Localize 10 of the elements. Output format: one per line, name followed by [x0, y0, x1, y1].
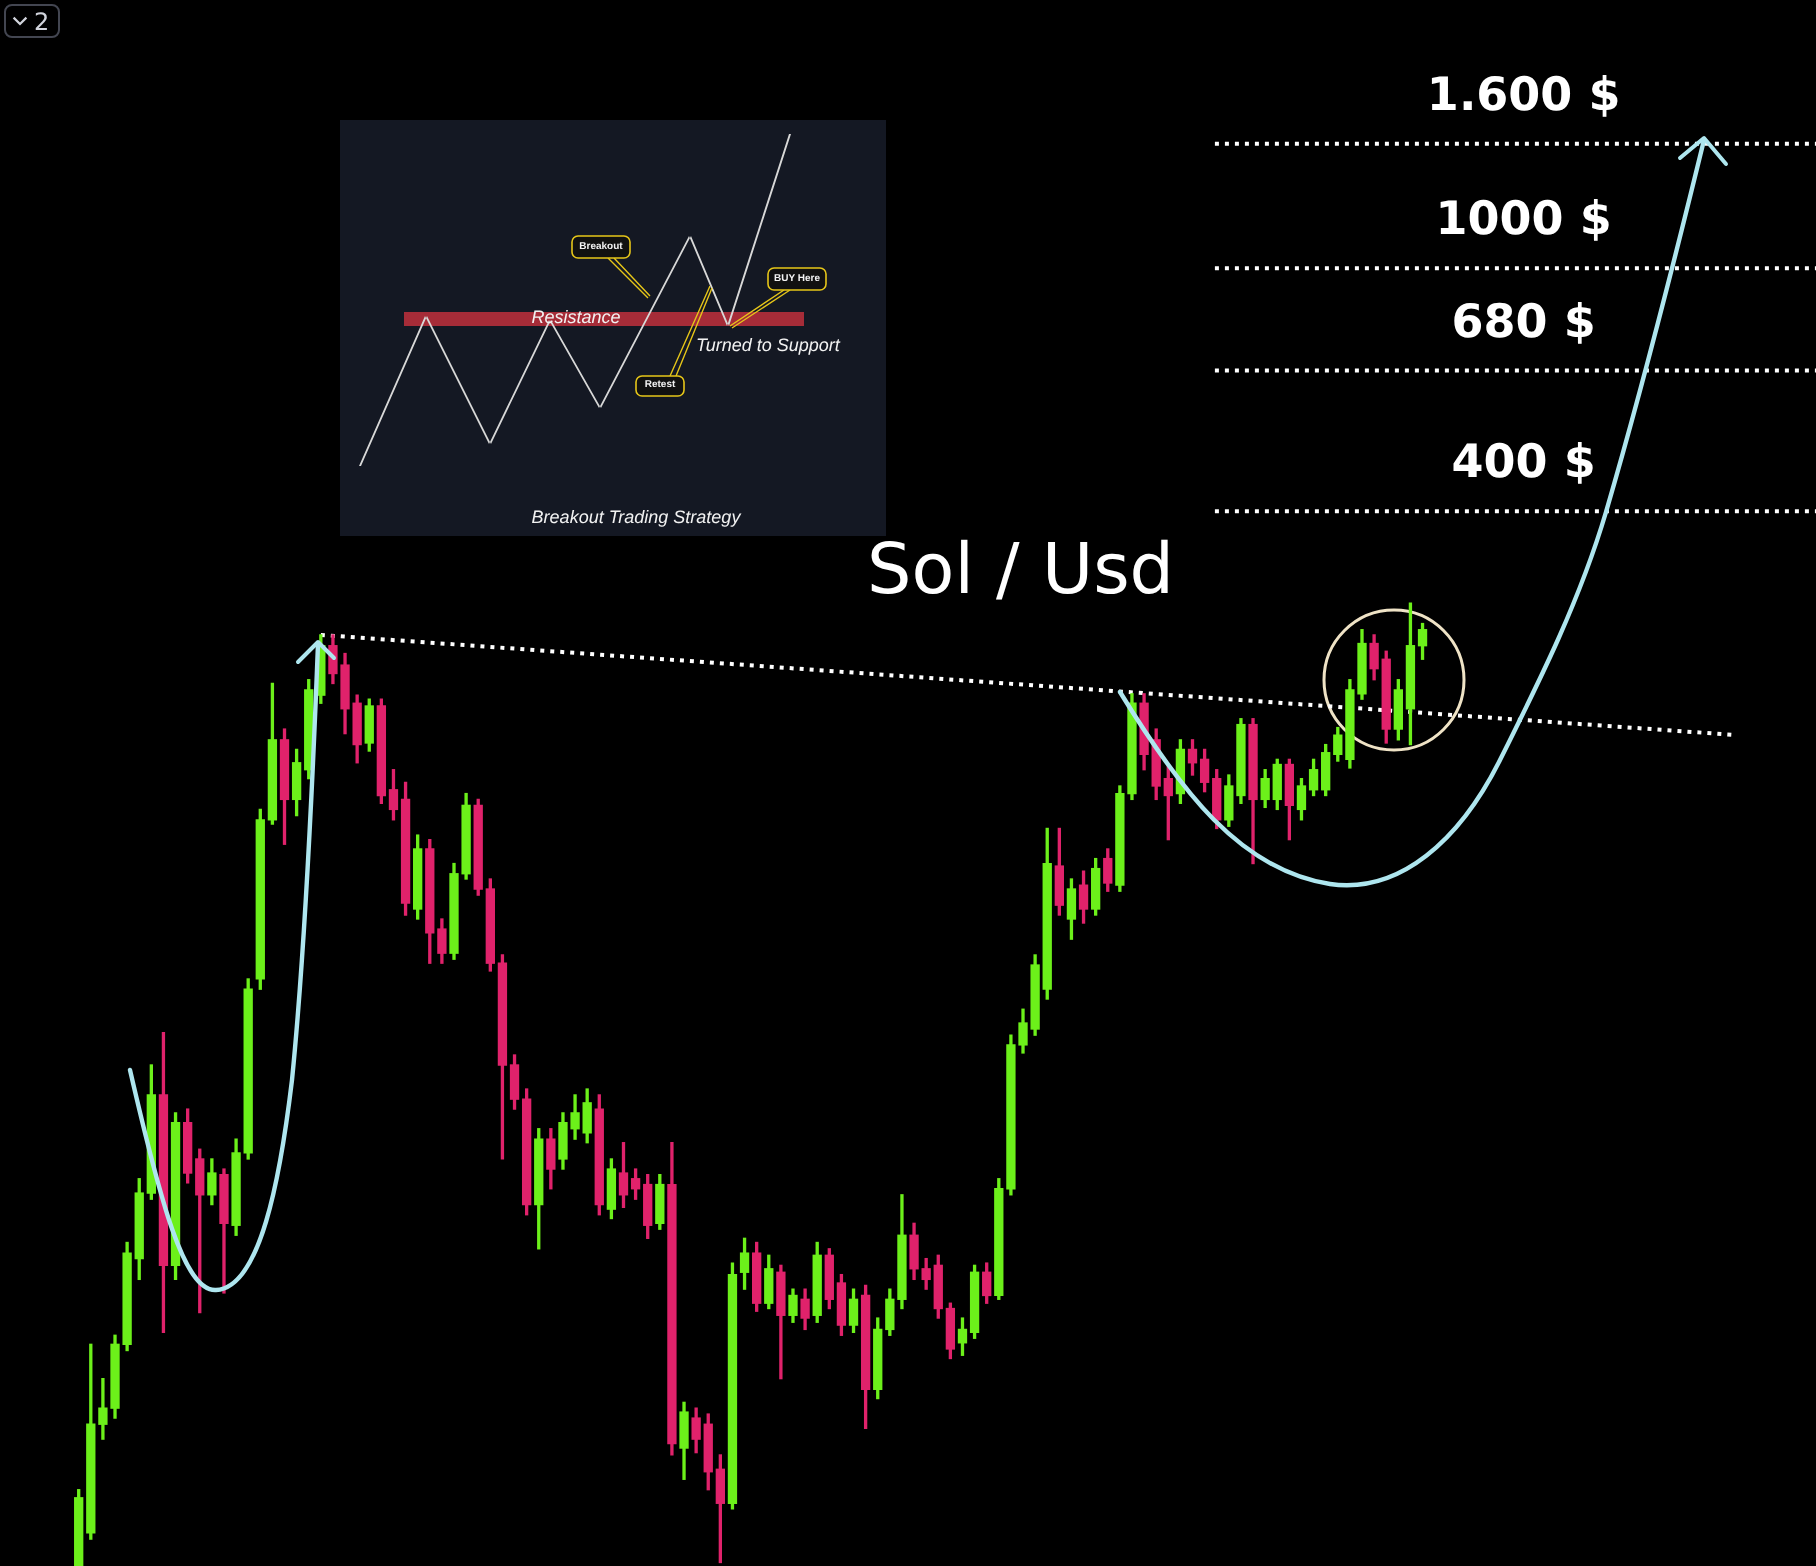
ref-line-label: 1.600 $ — [1426, 69, 1621, 122]
ref-line-label: 1000 $ — [1435, 194, 1612, 247]
dropdown-button: 2 — [4, 4, 60, 38]
annotation: Turned to Support — [696, 335, 840, 355]
annotation: Resistance — [531, 307, 621, 327]
annotation: Breakout Trading Strategy — [531, 507, 741, 527]
text: Sol / Usd — [867, 530, 1175, 611]
ref-line-label: 680 $ — [1451, 296, 1596, 349]
annotation: 2 — [34, 7, 50, 35]
ref-line-label: 400 $ — [1451, 437, 1596, 490]
